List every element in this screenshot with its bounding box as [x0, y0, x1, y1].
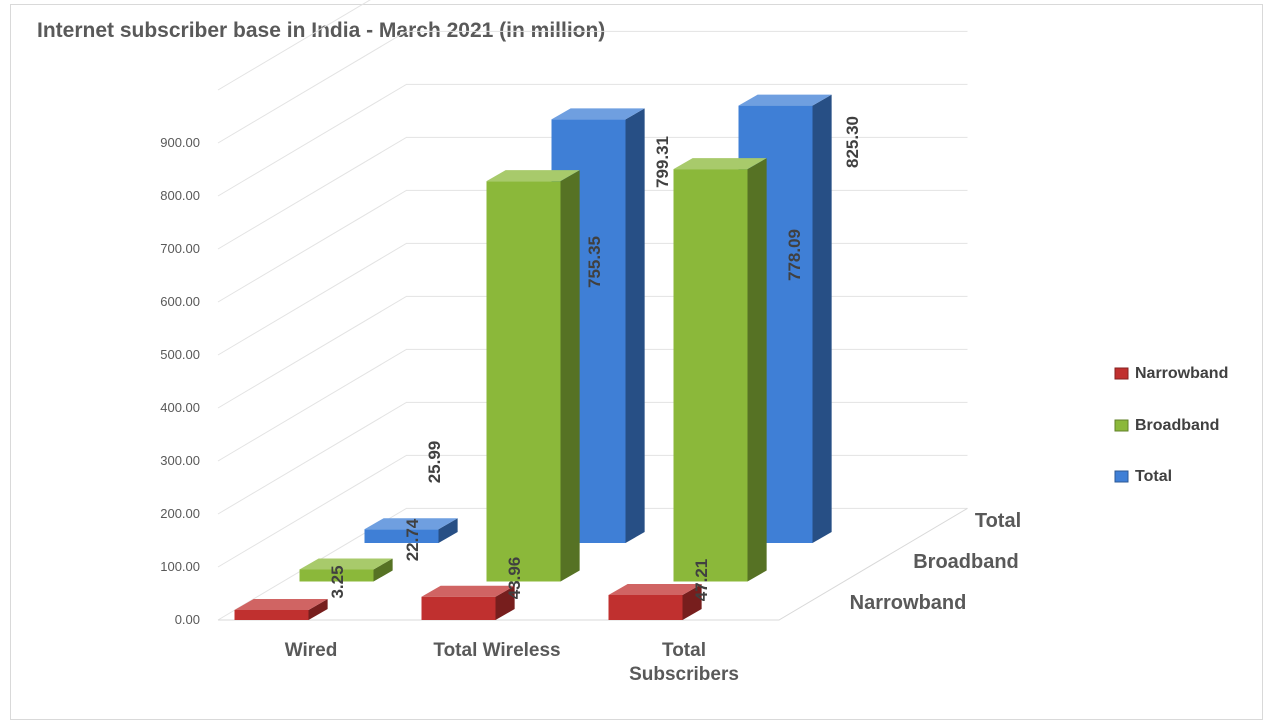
- y-tick-label: 700.00: [160, 241, 200, 256]
- bar-broadband-front: [299, 569, 374, 582]
- bar-narrowband-side: [495, 585, 515, 620]
- data-label: 755.35: [585, 236, 604, 288]
- floor-edge: [218, 507, 968, 621]
- x-tick-label: Total: [662, 640, 706, 661]
- y-tick-label: 600.00: [160, 294, 200, 309]
- bar-narrowband-front: [234, 610, 309, 620]
- bar-broadband-side: [373, 558, 393, 582]
- gridline: [217, 30, 968, 144]
- y-tick-label: 500.00: [160, 347, 200, 362]
- bar-broadband-top: [299, 558, 393, 570]
- chart-title: Internet subscriber base in India - Marc…: [37, 19, 606, 42]
- y-tick-label: 100.00: [160, 559, 200, 574]
- data-label: 825.30: [843, 116, 862, 168]
- y-tick-label: 800.00: [160, 188, 200, 203]
- bar-total-side: [812, 94, 832, 543]
- bar-total-front: [364, 529, 439, 543]
- bar-narrowband-top: [421, 585, 515, 597]
- bar-total-top: [364, 518, 458, 530]
- legend-label-narrowband: Narrowband: [1135, 365, 1228, 382]
- bar-total-top: [551, 108, 645, 120]
- bar-total-top: [738, 94, 832, 106]
- bar-total-side: [438, 518, 458, 543]
- data-label: 43.96: [505, 557, 524, 600]
- bar-broadband-top: [486, 170, 580, 182]
- y-tick-label: 400.00: [160, 400, 200, 415]
- bar-broadband-front: [486, 181, 561, 582]
- depth-axis-label: Total: [975, 510, 1021, 532]
- data-label: 25.99: [425, 441, 444, 484]
- gridline: [217, 0, 371, 91]
- bar-broadband-side: [747, 158, 767, 582]
- x-tick-label: Total Wireless: [433, 640, 560, 661]
- data-label: 3.25: [328, 565, 347, 598]
- bar-broadband-top: [673, 158, 767, 170]
- bar-narrowband-side: [682, 583, 702, 620]
- legend-label-total: Total: [1135, 468, 1172, 485]
- x-tick-label: Subscribers: [629, 664, 739, 685]
- gridline: [217, 83, 968, 197]
- bar-narrowband-side: [308, 599, 328, 620]
- legend-label-broadband: Broadband: [1135, 417, 1219, 434]
- depth-axis-label: Broadband: [913, 551, 1019, 573]
- depth-axis-label: Narrowband: [850, 592, 967, 614]
- bar-narrowband-top: [234, 599, 328, 610]
- data-label: 22.74: [403, 518, 422, 561]
- data-label: 778.09: [785, 229, 804, 281]
- bar-total-side: [625, 108, 645, 544]
- bar-broadband-side: [560, 170, 580, 582]
- bar-broadband-front: [673, 169, 748, 582]
- legend-swatch-broadband: [1114, 419, 1129, 432]
- data-label: 799.31: [653, 136, 672, 188]
- bar-narrowband-front: [608, 594, 683, 620]
- bar-narrowband-front: [421, 596, 496, 620]
- y-tick-label: 0.00: [175, 612, 200, 627]
- legend-swatch-narrowband: [1114, 367, 1129, 380]
- y-tick-label: 200.00: [160, 506, 200, 521]
- y-tick-label: 900.00: [160, 135, 200, 150]
- y-tick-label: 300.00: [160, 453, 200, 468]
- data-label: 47.21: [692, 559, 711, 602]
- bar-narrowband-top: [608, 583, 702, 595]
- legend-swatch-total: [1114, 470, 1129, 483]
- x-tick-label: Wired: [285, 640, 338, 661]
